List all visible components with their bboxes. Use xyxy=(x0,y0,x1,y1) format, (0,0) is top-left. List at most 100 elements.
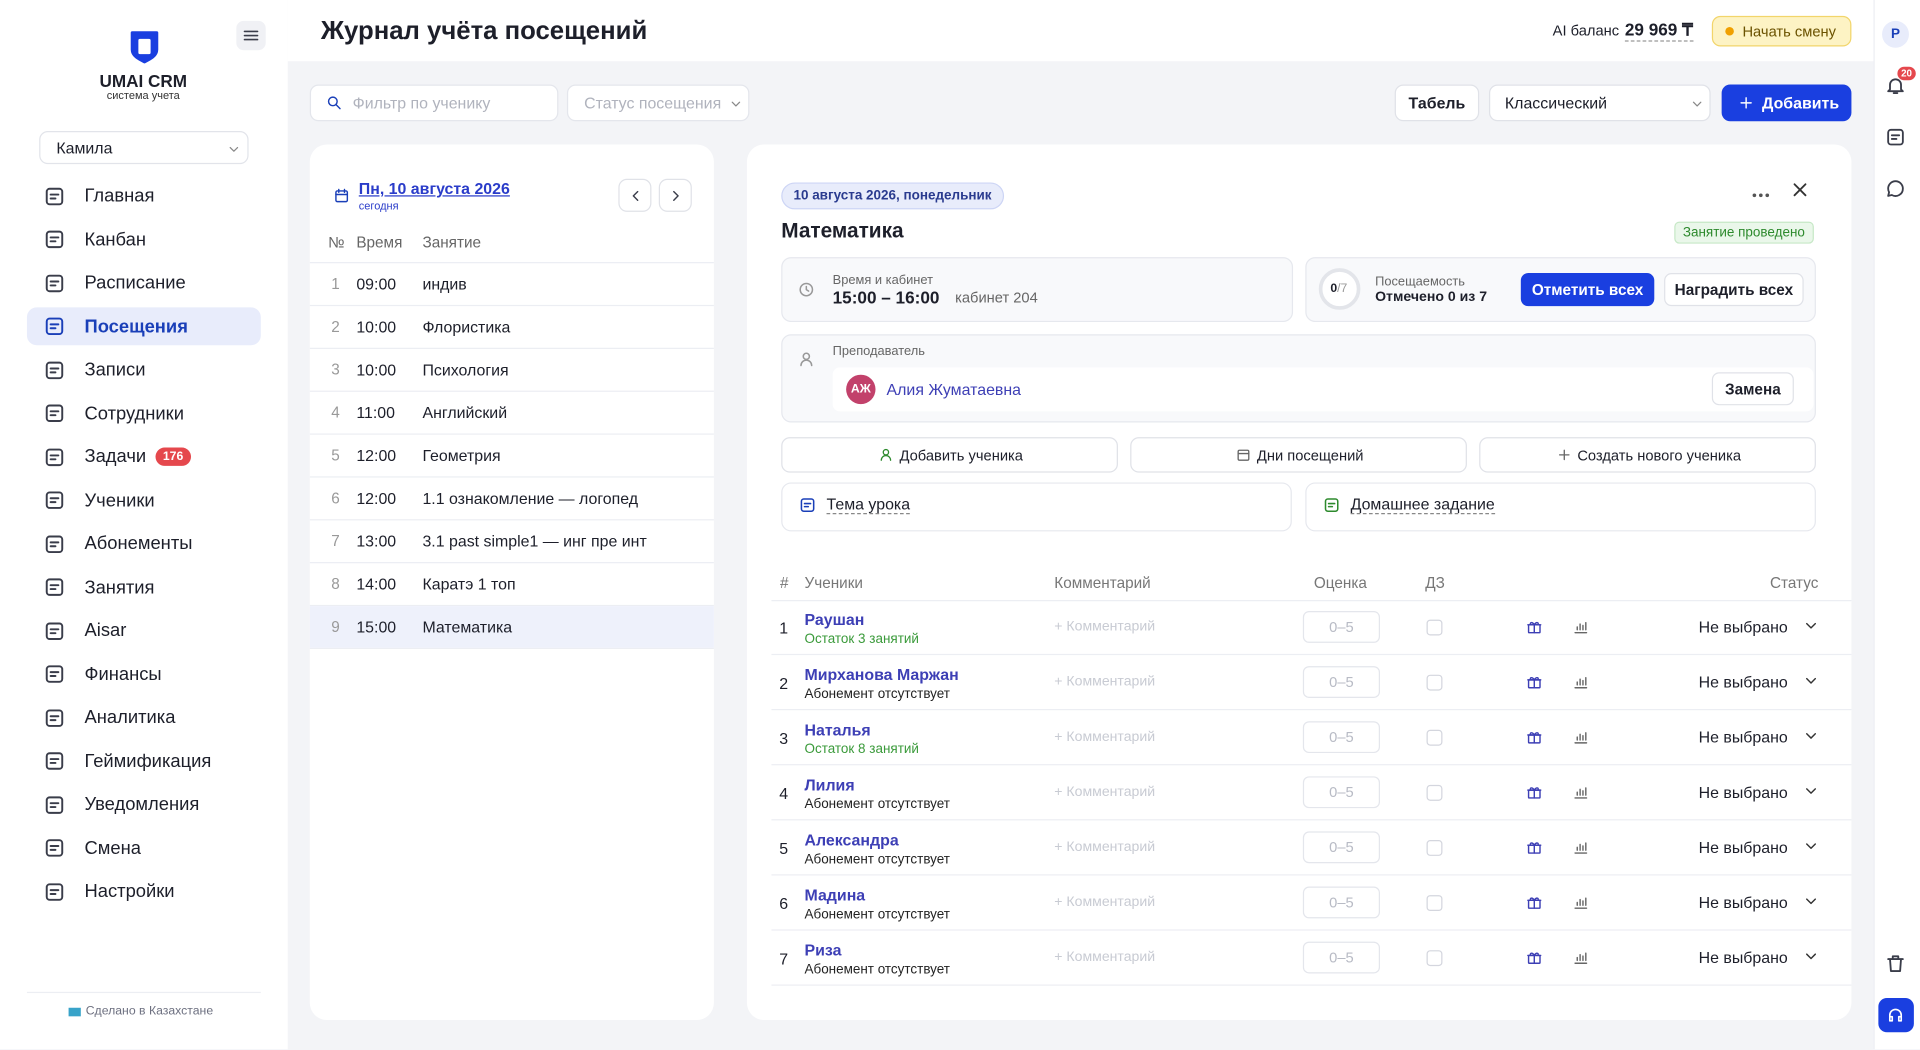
nav-item[interactable]: Геймификация xyxy=(84,750,212,772)
action-button[interactable] xyxy=(781,437,1118,473)
homework-box[interactable] xyxy=(1305,482,1816,532)
status-select[interactable]: Не выбрано xyxy=(1698,617,1788,637)
reward-icon[interactable] xyxy=(1526,784,1543,801)
status-select[interactable]: Не выбрано xyxy=(1698,948,1788,967)
status-select[interactable]: Не выбрано xyxy=(1698,893,1788,912)
nav-item[interactable]: Посещения xyxy=(84,315,188,337)
row-lesson[interactable]: Математика xyxy=(422,617,513,637)
stats-icon[interactable] xyxy=(1572,839,1589,856)
reward-icon[interactable] xyxy=(1526,673,1543,690)
comment-input[interactable]: + Комментарий xyxy=(1054,619,1156,635)
homework-check[interactable] xyxy=(1426,618,1443,635)
search[interactable] xyxy=(309,84,559,122)
student-name[interactable]: Риза xyxy=(804,941,842,960)
status-select[interactable]: Не выбрано xyxy=(1698,672,1788,692)
user-select[interactable] xyxy=(39,131,249,165)
nav-item[interactable]: Занятия xyxy=(84,576,155,598)
view-select[interactable] xyxy=(1488,84,1711,122)
nav-item[interactable]: Аналитика xyxy=(84,707,176,728)
row-lesson[interactable]: Геометрия xyxy=(422,446,501,465)
reward-icon[interactable] xyxy=(1526,949,1543,966)
action-button[interactable] xyxy=(1130,437,1467,473)
grade-input[interactable] xyxy=(1302,721,1381,754)
reward-all[interactable] xyxy=(1664,273,1804,307)
status-select[interactable]: Не выбрано xyxy=(1698,783,1788,802)
stats-icon[interactable] xyxy=(1572,673,1589,690)
support[interactable] xyxy=(1878,997,1914,1033)
homework-check[interactable] xyxy=(1426,894,1443,911)
status-select[interactable]: Не выбрано xyxy=(1698,838,1788,857)
nav-item[interactable]: Финансы xyxy=(84,663,162,685)
comment-input[interactable]: + Комментарий xyxy=(1054,674,1156,690)
student-name[interactable]: Наталья xyxy=(804,720,871,739)
stats-icon[interactable] xyxy=(1572,729,1589,746)
nav-item[interactable]: Ученики xyxy=(84,489,155,511)
homework-check[interactable] xyxy=(1426,839,1443,856)
topic-box[interactable] xyxy=(781,482,1292,532)
comment-input[interactable]: + Комментарий xyxy=(1054,895,1156,910)
action-button[interactable] xyxy=(1479,437,1816,473)
homework-check[interactable] xyxy=(1426,729,1443,746)
nav-item[interactable]: Уведомления xyxy=(84,794,200,815)
grade-input[interactable] xyxy=(1302,611,1381,643)
row-lesson[interactable]: 1.1 ознакомление — логопед xyxy=(422,489,639,508)
student-name[interactable]: Мадина xyxy=(804,885,866,905)
status-select[interactable]: Не выбрано xyxy=(1698,727,1788,747)
nav-icon xyxy=(42,793,65,816)
homework-check[interactable] xyxy=(1426,949,1443,966)
grade-input[interactable] xyxy=(1302,941,1381,974)
nav-item[interactable]: Записи xyxy=(84,359,146,381)
homework-check[interactable] xyxy=(1426,784,1443,801)
reward-icon[interactable] xyxy=(1526,729,1543,746)
reward-icon[interactable] xyxy=(1526,894,1543,911)
row-lesson[interactable]: Психология xyxy=(422,360,509,379)
row-lesson[interactable]: Флористика xyxy=(422,317,511,337)
comment-input[interactable]: + Комментарий xyxy=(1054,840,1156,855)
stats-icon[interactable] xyxy=(1572,618,1589,635)
grade-input[interactable] xyxy=(1302,831,1381,864)
student-name[interactable]: Лилия xyxy=(804,775,855,795)
row-lesson[interactable]: Английский xyxy=(422,403,508,422)
student-name[interactable]: Мирханова Маржан xyxy=(804,665,959,684)
reward-icon[interactable] xyxy=(1526,618,1543,635)
nav-item[interactable]: Расписание xyxy=(84,272,186,294)
mark-all[interactable] xyxy=(1520,273,1655,307)
schedule-date[interactable]: Пн, 10 августа 2026 xyxy=(358,179,510,198)
shift-button[interactable] xyxy=(1711,15,1852,47)
grade-input[interactable] xyxy=(1302,886,1381,919)
stats-icon[interactable] xyxy=(1572,784,1589,801)
reward-icon[interactable] xyxy=(1526,839,1543,856)
student-number: 7 xyxy=(779,949,789,968)
student-name[interactable]: Александра xyxy=(804,830,899,850)
nav-badge: 176 xyxy=(155,447,191,466)
nav-item[interactable]: Настройки xyxy=(84,881,175,902)
more-icon[interactable] xyxy=(1750,182,1772,204)
nav-arrow[interactable] xyxy=(658,178,692,212)
comment-input[interactable]: + Комментарий xyxy=(1054,950,1156,965)
status-filter[interactable] xyxy=(566,84,750,122)
teacher-name[interactable]: Алия Жуматаевна xyxy=(886,380,1022,399)
row-lesson[interactable]: индив xyxy=(422,274,467,294)
grade-input[interactable] xyxy=(1302,776,1381,809)
comment-input[interactable]: + Комментарий xyxy=(1054,729,1156,745)
nav-arrow[interactable] xyxy=(618,178,652,212)
nav-item[interactable]: Сотрудники xyxy=(84,402,184,424)
row-lesson[interactable]: 3.1 past simple1 — инг пре инт xyxy=(422,532,647,551)
homework-check[interactable] xyxy=(1426,674,1443,691)
nav-item[interactable]: Главная xyxy=(84,185,155,207)
nav-item[interactable]: Абонементы xyxy=(84,533,193,555)
nav-item[interactable]: Канбан xyxy=(84,228,147,250)
replace-button[interactable] xyxy=(1711,372,1794,406)
grade-input[interactable] xyxy=(1302,666,1381,698)
row-lesson[interactable]: Каратэ 1 топ xyxy=(422,574,516,594)
tabel-button[interactable] xyxy=(1394,84,1480,122)
nav-item[interactable]: Aisar xyxy=(84,620,127,642)
nav-icon xyxy=(42,271,65,294)
close-icon[interactable] xyxy=(1789,179,1811,201)
stats-icon[interactable] xyxy=(1572,949,1589,966)
nav-item[interactable]: Задачи xyxy=(84,446,147,468)
nav-item[interactable]: Смена xyxy=(84,837,141,859)
student-name[interactable]: Раушан xyxy=(804,610,865,629)
stats-icon[interactable] xyxy=(1572,894,1589,911)
comment-input[interactable]: + Комментарий xyxy=(1054,784,1156,800)
